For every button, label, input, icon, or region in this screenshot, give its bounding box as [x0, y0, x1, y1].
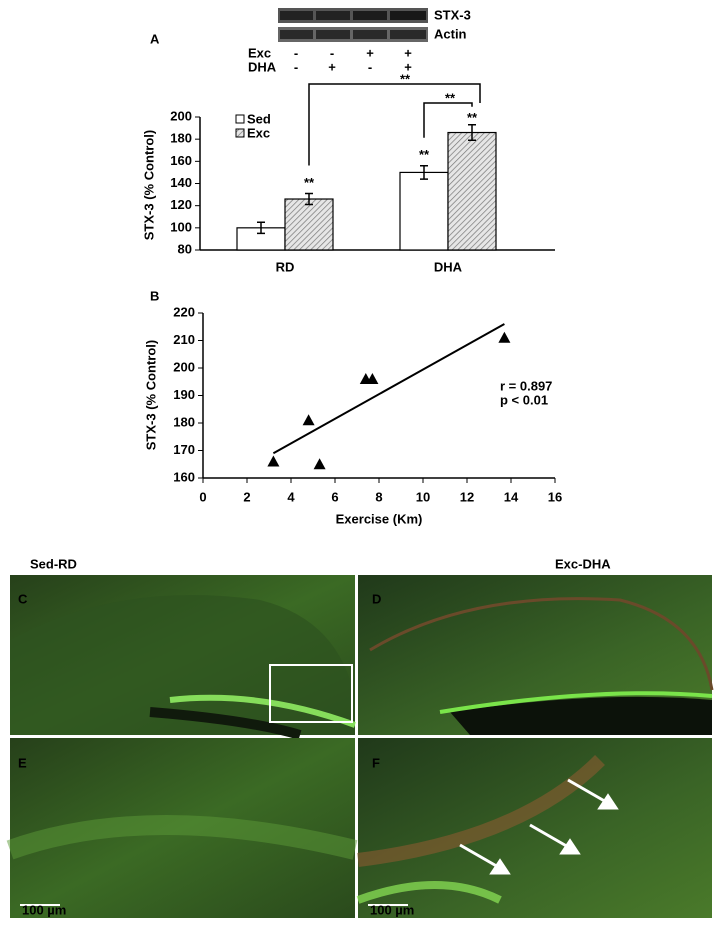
x-tick-label: RD	[276, 259, 295, 274]
blot-sign: +	[404, 59, 412, 74]
blot-row-label: Exc	[248, 45, 271, 60]
stat-annotation: r = 0.897	[500, 378, 552, 393]
significance: **	[400, 71, 411, 86]
x-tick-label: DHA	[434, 259, 463, 274]
y-tick-label: 210	[173, 332, 195, 347]
panel-label: A	[150, 31, 160, 46]
micrographs	[6, 575, 714, 918]
y-tick-label: 100	[170, 219, 192, 234]
stat-annotation: p < 0.01	[500, 392, 548, 407]
blot-row-label: DHA	[248, 59, 277, 74]
y-tick-label: 80	[178, 241, 192, 256]
x-tick-label: 4	[287, 489, 295, 504]
y-tick-label: 190	[173, 387, 195, 402]
blot-sign: +	[404, 45, 412, 60]
legend-swatch	[235, 128, 245, 138]
y-tick-label: 170	[173, 442, 195, 457]
x-axis-label: Exercise (Km)	[336, 511, 423, 526]
blot-sign: -	[294, 45, 298, 60]
point	[498, 331, 511, 343]
trend-line	[272, 323, 505, 455]
column-label: Sed-RD	[30, 556, 77, 571]
bracket	[308, 83, 481, 166]
error-bar	[257, 221, 265, 235]
bar	[284, 198, 334, 251]
blot-label: Actin	[434, 26, 467, 41]
x-tick-label: 16	[548, 489, 562, 504]
bracket	[423, 102, 473, 138]
blot-sign: -	[330, 45, 334, 60]
x-tick-label: 6	[331, 489, 338, 504]
y-axis-label: STX-3 (% Control)	[143, 340, 158, 451]
x-tick-label: 14	[504, 489, 519, 504]
x-tick-label: 0	[199, 489, 206, 504]
significance: **	[304, 175, 315, 190]
blot-sign: -	[294, 59, 298, 74]
x-tick-label: 2	[243, 489, 250, 504]
point	[267, 455, 280, 467]
panel-label: D	[372, 591, 381, 606]
legend-swatch	[235, 114, 245, 124]
significance: **	[445, 90, 456, 105]
significance: **	[419, 147, 430, 162]
y-axis-label: STX-3 (% Control)	[141, 130, 156, 241]
y-tick-label: 180	[173, 414, 195, 429]
point	[302, 414, 315, 426]
blot-sign: +	[366, 45, 374, 60]
error-bar	[468, 124, 476, 142]
bar	[447, 131, 497, 251]
y-tick-label: 140	[170, 175, 192, 190]
bar	[399, 171, 449, 251]
y-tick-label: 200	[173, 359, 195, 374]
blot-sign: -	[368, 59, 372, 74]
y-tick-label: 200	[170, 108, 192, 123]
panel-label: F	[372, 755, 380, 770]
x-tick-label: 10	[416, 489, 430, 504]
y-tick-label: 120	[170, 197, 192, 212]
y-tick-label: 220	[173, 304, 195, 319]
scale-bar-label: 100 µm	[370, 902, 414, 917]
legend-label: Sed	[247, 111, 271, 126]
point	[366, 373, 379, 384]
scale-bar-label: 100 µm	[22, 902, 66, 917]
error-bar	[420, 165, 428, 180]
y-tick-label: 180	[170, 131, 192, 146]
point	[313, 458, 326, 470]
blot-label: STX-3	[434, 7, 471, 22]
legend-label: Exc	[247, 125, 270, 140]
y-tick-label: 160	[173, 469, 195, 484]
y-tick-label: 160	[170, 153, 192, 168]
x-tick-label: 12	[460, 489, 474, 504]
panel-label: B	[150, 288, 159, 303]
panel-label: E	[18, 755, 27, 770]
blot-sign: +	[328, 59, 336, 74]
panel-label: C	[18, 591, 28, 606]
x-tick-label: 8	[375, 489, 382, 504]
column-label: Exc-DHA	[555, 556, 611, 571]
significance: **	[467, 110, 478, 125]
error-bar	[305, 192, 313, 206]
western-blot	[278, 8, 428, 42]
